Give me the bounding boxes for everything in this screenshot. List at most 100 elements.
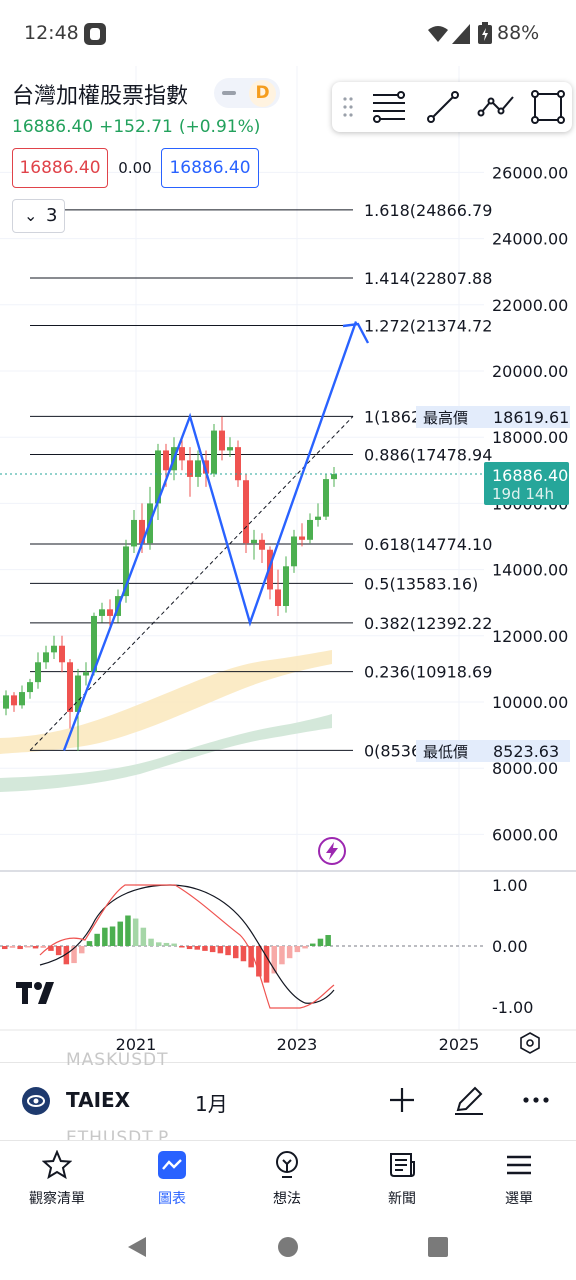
- drag-handle-icon[interactable]: [342, 95, 354, 119]
- fib-retracement-icon[interactable]: [369, 87, 409, 127]
- symbol-bar: [0, 1062, 576, 1140]
- toggle-knob: [222, 91, 236, 95]
- delayed-data-badge[interactable]: D: [249, 80, 276, 107]
- high-price-tag: [416, 406, 570, 428]
- high-price-value: 18619.61: [493, 408, 569, 427]
- oscillator-bar: [186, 946, 193, 950]
- oscillator-bar: [225, 946, 231, 956]
- recents-icon[interactable]: [427, 1236, 449, 1258]
- price-change-percent: (+0.91%): [178, 117, 261, 137]
- fib-level-label: 1.414(22807.88: [364, 269, 492, 288]
- candle-up: [283, 566, 289, 607]
- oscillator-bar: [279, 946, 285, 965]
- notification-icon: [84, 23, 106, 45]
- symbol-title[interactable]: 台灣加權股票指數: [12, 84, 189, 109]
- nav-watchlist[interactable]: 觀察清單: [7, 1146, 107, 1212]
- candle-down: [59, 645, 65, 663]
- time-axis: 2021 2023 2025: [0, 1029, 576, 1054]
- interval-selector[interactable]: 1月: [195, 1092, 228, 1116]
- price-chart[interactable]: 1.618(24866.79 1.414(22807.88 1.272(21374.…: [0, 66, 576, 1062]
- lightbulb-icon: [276, 1151, 298, 1178]
- add-icon[interactable]: [384, 1082, 420, 1118]
- candle-up: [307, 519, 313, 540]
- path-icon[interactable]: [477, 87, 517, 127]
- oscillator-bar: [171, 943, 177, 946]
- oscillator-bar: [263, 946, 270, 983]
- candle-down: [275, 589, 281, 607]
- oscillator-bar: [202, 946, 208, 951]
- fib-level-label: 0.618(14774.10: [364, 535, 492, 554]
- symbol-name[interactable]: TAIEX: [66, 1088, 131, 1112]
- nav-ideas[interactable]: 想法: [237, 1146, 337, 1212]
- fib-level-label: 1.618(24866.79: [364, 201, 492, 220]
- candle-up: [27, 682, 33, 693]
- oscillator-bar: [156, 942, 162, 946]
- candle-up: [3, 695, 9, 709]
- home-icon[interactable]: [277, 1236, 299, 1258]
- star-icon: [42, 1150, 72, 1180]
- back-icon[interactable]: [126, 1236, 148, 1258]
- previous-symbol-ghost[interactable]: MASKUSDT: [66, 1050, 169, 1070]
- oscillator-bar: [32, 946, 39, 949]
- oscillator-bar: [271, 946, 277, 974]
- buy-button[interactable]: 16886.40: [161, 148, 259, 188]
- oscillator-bar: [79, 946, 85, 954]
- oscillator-bar: [294, 946, 301, 953]
- candle-down: [259, 539, 265, 550]
- oscillator-bar: [109, 926, 116, 946]
- rectangle-icon[interactable]: [528, 87, 568, 127]
- oscillator-bar: [71, 946, 77, 964]
- moving-average-bands: [0, 650, 332, 792]
- oscillator-axis-label: -1.00: [492, 998, 533, 1017]
- price-change: +152.71: [99, 117, 173, 137]
- price-axis-label: 26000.00: [492, 163, 568, 182]
- signal-icon: [452, 24, 470, 44]
- candle-down: [187, 460, 193, 477]
- price-axis-label: 8000.00: [492, 759, 558, 778]
- candle-down: [243, 480, 249, 544]
- oscillator-bar: [48, 946, 54, 951]
- candle-up: [291, 536, 297, 567]
- candle-down: [11, 695, 17, 706]
- nav-menu[interactable]: 選單: [469, 1146, 569, 1212]
- low-price-tag: [416, 740, 570, 762]
- candle-up: [91, 615, 97, 673]
- oscillator-bar: [179, 946, 185, 948]
- menu-icon: [507, 1155, 531, 1175]
- trend-line-icon[interactable]: [423, 87, 463, 127]
- low-price-value: 8523.63: [493, 742, 559, 761]
- candle-down: [267, 549, 273, 590]
- symbol-eye-icon: [22, 1087, 50, 1115]
- candle-up: [195, 460, 201, 477]
- ma-band-orange: [0, 650, 332, 754]
- oscillator-bar: [256, 946, 262, 977]
- candle-up: [19, 692, 25, 706]
- more-options-icon[interactable]: [518, 1082, 554, 1118]
- oscillator-bar: [40, 946, 46, 948]
- chart-settings-icon-center: [526, 1039, 534, 1047]
- drawing-pen-icon[interactable]: [451, 1082, 487, 1118]
- nav-label: 選單: [505, 1191, 533, 1207]
- sell-button[interactable]: 16886.40: [12, 148, 108, 188]
- lightning-icon[interactable]: [317, 836, 347, 866]
- countdown-label: 19d 14h: [492, 485, 554, 503]
- nav-label: 圖表: [158, 1191, 186, 1207]
- oscillator-axis-label: 0.00: [492, 937, 528, 956]
- indicators-collapse-button[interactable]: ⌄ 3: [12, 199, 65, 233]
- oscillator-bar: [194, 946, 200, 950]
- candle-up: [51, 645, 57, 653]
- price-axis: 26000.00 24000.00 22000.00 20000.00 18000.00…: [416, 163, 570, 844]
- candle-up: [251, 539, 257, 544]
- candle-up: [315, 516, 321, 520]
- price-axis-label: 18000.00: [492, 428, 568, 447]
- price-axis-label: 14000.00: [492, 561, 568, 580]
- candle-up: [331, 474, 337, 480]
- candle-down: [107, 609, 113, 616]
- oscillator-bar: [325, 935, 331, 946]
- price-axis-label: 6000.00: [492, 825, 558, 844]
- candle-down: [139, 519, 145, 544]
- nav-news[interactable]: 新聞: [352, 1146, 452, 1212]
- nav-chart[interactable]: 圖表: [122, 1146, 222, 1212]
- high-price-label: 最高價: [423, 409, 468, 427]
- candle-down: [219, 430, 225, 451]
